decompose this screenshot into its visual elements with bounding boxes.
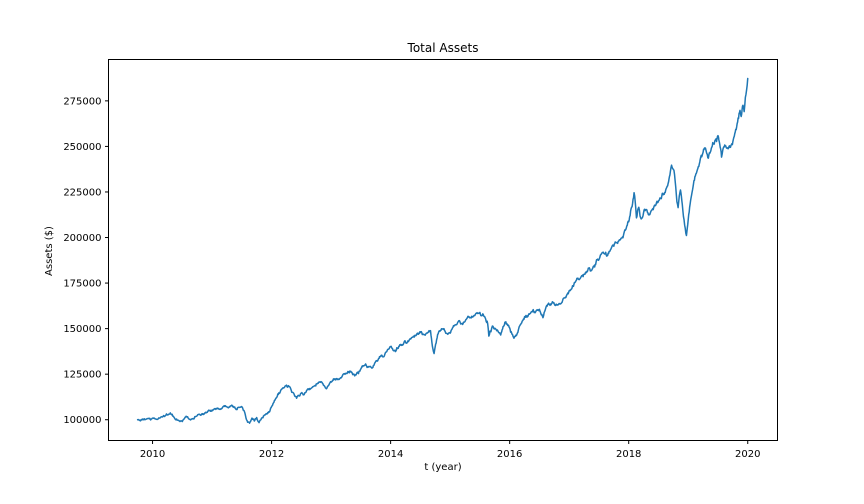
x-axis-label: t (year) xyxy=(424,462,461,473)
y-tick-label-250000: 250000 xyxy=(63,142,101,153)
y-tick-label-175000: 175000 xyxy=(63,279,101,290)
y-tick-label-100000: 100000 xyxy=(63,415,101,426)
plot-area xyxy=(108,59,778,441)
y-axis: 100000 125000 150000 175000 200000 225000 2500… xyxy=(63,96,109,426)
x-tick-label-2014: 2014 xyxy=(378,449,403,460)
y-tick-label-200000: 200000 xyxy=(63,233,101,244)
chart-title: Total Assets xyxy=(407,41,479,55)
y-tick-label-150000: 150000 xyxy=(63,324,101,335)
x-axis: 2010 2012 2014 2016 2018 2020 xyxy=(140,440,760,460)
y-tick-label-275000: 275000 xyxy=(63,96,101,107)
y-tick-label-225000: 225000 xyxy=(63,187,101,198)
x-tick-label-2012: 2012 xyxy=(259,449,284,460)
x-tick-label-2016: 2016 xyxy=(497,449,522,460)
x-tick-label-2018: 2018 xyxy=(616,449,641,460)
y-tick-label-125000: 125000 xyxy=(63,370,101,381)
x-tick-label-2020: 2020 xyxy=(735,449,760,460)
y-axis-label: Assets ($) xyxy=(44,226,55,276)
x-tick-label-2010: 2010 xyxy=(140,449,165,460)
assets-line-series xyxy=(136,77,749,424)
